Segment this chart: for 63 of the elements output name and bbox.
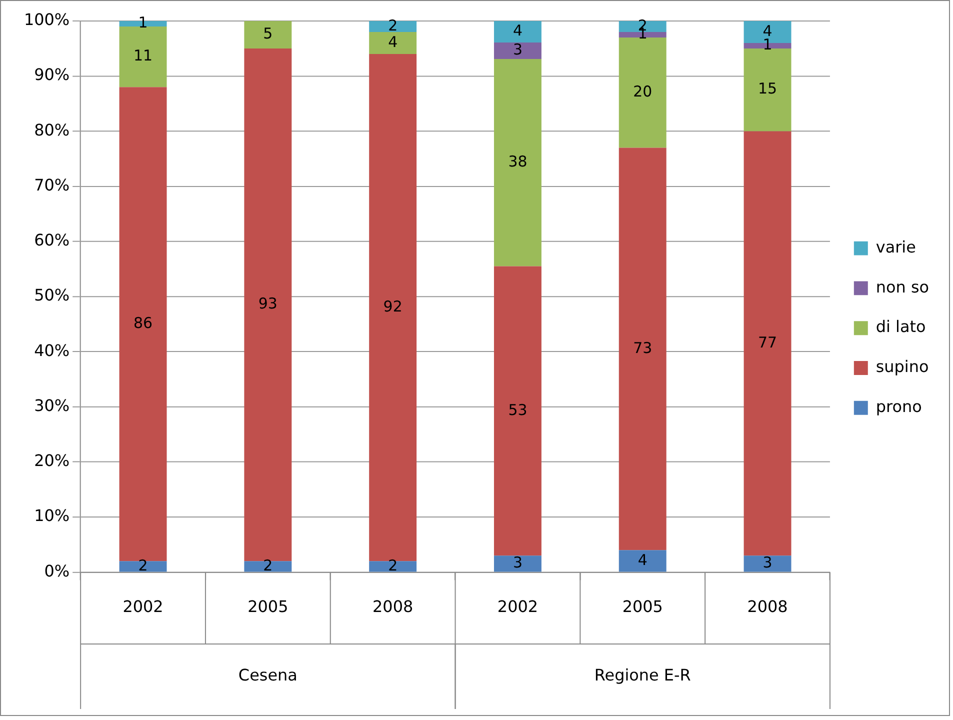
data-label: 4 [638, 550, 648, 569]
data-label: 2 [138, 556, 148, 574]
bar [369, 561, 417, 572]
bar [744, 556, 792, 572]
y-tick-label: 30% [34, 396, 70, 415]
bar [618, 148, 666, 550]
x-tick-label: 2008 [372, 596, 414, 616]
y-tick-label: 20% [34, 451, 70, 470]
data-label: 15 [758, 80, 778, 98]
bar [119, 26, 167, 88]
bar [494, 42, 542, 59]
bar [744, 48, 792, 132]
bar [494, 58, 542, 266]
data-label: 3 [512, 554, 522, 572]
x-tick-label: 2008 [747, 596, 788, 616]
bar [494, 266, 542, 556]
legend-label: varie [876, 237, 916, 256]
data-label: 11 [134, 46, 153, 65]
data-label: 20 [633, 82, 652, 100]
data-label: 77 [758, 333, 778, 352]
bar [494, 20, 542, 42]
data-label: 4 [388, 32, 398, 51]
data-label: 93 [258, 294, 278, 313]
data-label: 38 [508, 152, 528, 170]
y-tick-label: 0% [44, 561, 70, 580]
y-tick-label: 100% [24, 10, 70, 30]
y-tick-label: 50% [34, 286, 70, 305]
data-label: 4 [512, 21, 522, 40]
y-tick-label: 80% [34, 120, 70, 140]
y-tick-label: 90% [34, 65, 70, 84]
data-label: 92 [383, 297, 402, 316]
text: Cesena [238, 666, 298, 685]
legend-label: supino [876, 357, 929, 376]
x-tick-label: 2005 [248, 596, 288, 616]
x-tick-label: 2002 [122, 596, 164, 616]
data-label: 73 [633, 338, 652, 357]
y-tick-label: 10% [34, 506, 70, 526]
bar [744, 131, 792, 556]
data-label: 3 [762, 554, 772, 572]
legend-label: non so [876, 277, 930, 296]
data-label: 53 [508, 400, 528, 419]
data-label: 5 [263, 24, 273, 43]
bar [618, 37, 666, 148]
data-label: 2 [263, 556, 273, 574]
bar [369, 32, 417, 54]
text: Regione E-R [594, 666, 691, 685]
bar [244, 561, 292, 572]
x-tick-label: 2002 [497, 596, 538, 616]
bar [119, 561, 167, 572]
legend-label: prono [876, 397, 922, 416]
y-tick-label: 40% [34, 340, 70, 360]
y-tick-label: 70% [34, 175, 70, 194]
legend-label: di lato [876, 317, 926, 336]
bar [618, 550, 666, 572]
x-tick-label: 2005 [622, 596, 663, 616]
bar [494, 556, 542, 572]
data-label: 2 [388, 556, 398, 574]
y-tick-label: 60% [34, 230, 70, 250]
data-label: 2 [388, 16, 398, 34]
data-label: 86 [134, 314, 153, 332]
bar [244, 20, 292, 49]
data-label: 3 [512, 40, 522, 59]
bar [369, 20, 417, 32]
